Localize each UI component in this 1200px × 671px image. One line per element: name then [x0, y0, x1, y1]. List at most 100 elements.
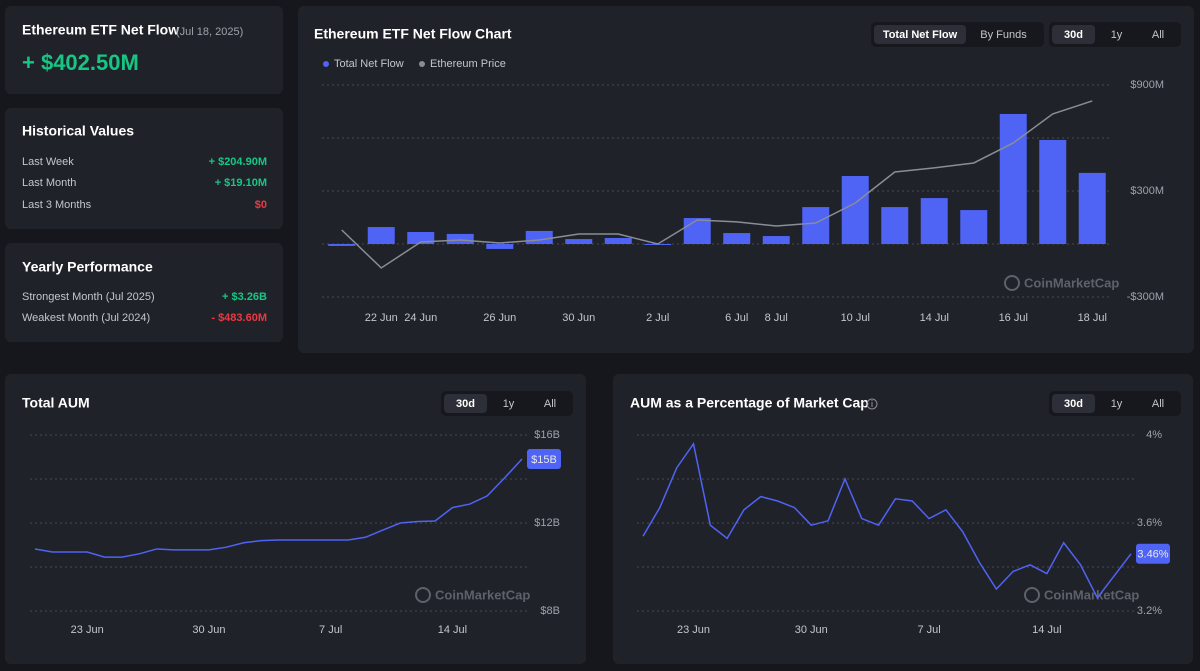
y-tick-label: $8B [540, 605, 560, 617]
x-tick-label: 30 Jun [795, 624, 828, 636]
x-tick-label: 22 Jun [365, 312, 398, 324]
row-label: Last Month [22, 177, 76, 189]
button[interactable]: All [1152, 29, 1164, 41]
y-tick-label: 3.2% [1137, 605, 1162, 617]
historical-panel [5, 108, 283, 229]
x-tick-label: 24 Jun [404, 312, 437, 324]
y-tick-label: -$300M [1127, 291, 1164, 303]
row-value: + $3.26B [222, 291, 267, 303]
bar [328, 244, 356, 246]
button[interactable]: 30d [456, 398, 475, 410]
row-label: Strongest Month (Jul 2025) [22, 291, 155, 303]
y-tick-label: $300M [1130, 185, 1164, 197]
end-badge [1136, 543, 1170, 564]
pct-panel [613, 374, 1193, 664]
bar [881, 207, 909, 244]
button[interactable]: 30d [1064, 398, 1083, 410]
x-tick-label: 6 Jul [725, 312, 748, 324]
x-tick-label: 14 Jul [920, 312, 949, 324]
info-icon-bar [871, 402, 873, 407]
line [642, 441, 1132, 600]
bar [841, 175, 869, 244]
row-value: + $19.10M [215, 177, 267, 189]
end-badge [527, 448, 561, 469]
row-label: Weakest Month (Jul 2024) [22, 312, 150, 324]
x-tick-label: 16 Jul [999, 312, 1028, 324]
watermark: CoinMarketCap [1044, 587, 1139, 602]
x-tick-label: 18 Jul [1078, 312, 1107, 324]
x-tick-label: 2 Jul [646, 312, 669, 324]
bar [683, 218, 711, 244]
button[interactable]: All [1152, 398, 1164, 410]
x-tick-label: 7 Jul [319, 624, 342, 636]
button-active-bg [1052, 25, 1095, 44]
watermark-logo [1024, 587, 1040, 603]
chart-title: Total AUM [22, 395, 90, 411]
x-tick-label: 23 Jun [71, 624, 104, 636]
button[interactable]: Total Net Flow [883, 29, 958, 41]
legend-label: Total Net Flow [334, 58, 404, 70]
info-icon-dot [871, 400, 873, 401]
aum-panel [5, 374, 586, 664]
button-active-bg [874, 25, 966, 44]
bar [802, 207, 830, 244]
button[interactable]: 1y [1111, 29, 1123, 41]
watermark-logo [415, 587, 431, 603]
y-tick-label: $16B [534, 429, 560, 441]
bar [1039, 139, 1067, 244]
historical-title: Historical Values [22, 123, 134, 139]
row-value: $0 [255, 199, 267, 211]
x-tick-label: 23 Jun [677, 624, 710, 636]
button[interactable]: 30d [1064, 29, 1083, 41]
bar [920, 198, 948, 244]
button-active-bg [1052, 394, 1095, 413]
summary-panel [5, 6, 283, 94]
x-tick-label: 30 Jun [562, 312, 595, 324]
y-tick-label: 3.6% [1137, 517, 1162, 529]
end-label: $15B [531, 454, 557, 466]
button-active-bg [444, 394, 487, 413]
button[interactable]: 1y [503, 398, 515, 410]
chart-title: Ethereum ETF Net Flow Chart [314, 26, 512, 42]
x-tick-label: 14 Jul [438, 624, 467, 636]
watermark-logo [1004, 275, 1020, 291]
x-tick-label: 26 Jun [483, 312, 516, 324]
button[interactable]: By Funds [980, 29, 1027, 41]
legend-marker [323, 61, 329, 67]
x-tick-label: 30 Jun [192, 624, 225, 636]
x-tick-label: 14 Jul [1032, 624, 1061, 636]
y-tick-label: $12B [534, 517, 560, 529]
row-label: Last 3 Months [22, 199, 92, 211]
legend-label: Ethereum Price [430, 58, 506, 70]
y-tick-label: $900M [1130, 79, 1164, 91]
watermark: CoinMarketCap [435, 587, 530, 602]
bar [723, 233, 751, 244]
x-tick-label: 7 Jul [917, 624, 940, 636]
info-icon[interactable] [866, 398, 878, 410]
bar [999, 113, 1027, 245]
row-label: Last Week [22, 156, 74, 168]
yearly-title: Yearly Performance [22, 259, 153, 275]
row-value: + $204.90M [209, 156, 267, 168]
netflow-panel [298, 6, 1194, 353]
summary-date: (Jul 18, 2025) [176, 26, 243, 38]
y-tick-label: 4% [1146, 429, 1162, 441]
bar [367, 227, 395, 244]
bar [762, 236, 790, 244]
price-line [341, 100, 1093, 269]
bar [446, 233, 474, 244]
bar [565, 239, 593, 244]
bar [486, 244, 514, 249]
summary-title: Ethereum ETF Net Flow [22, 22, 179, 38]
x-tick-label: 10 Jul [841, 312, 870, 324]
watermark: CoinMarketCap [1024, 275, 1119, 290]
x-tick-label: 8 Jul [765, 312, 788, 324]
end-label: 3.46% [1137, 549, 1168, 561]
bar [604, 237, 632, 244]
chart-title: AUM as a Percentage of Market Cap [630, 395, 869, 411]
button[interactable]: All [544, 398, 556, 410]
line [34, 458, 523, 558]
button[interactable]: 1y [1111, 398, 1123, 410]
legend-marker [419, 61, 425, 67]
